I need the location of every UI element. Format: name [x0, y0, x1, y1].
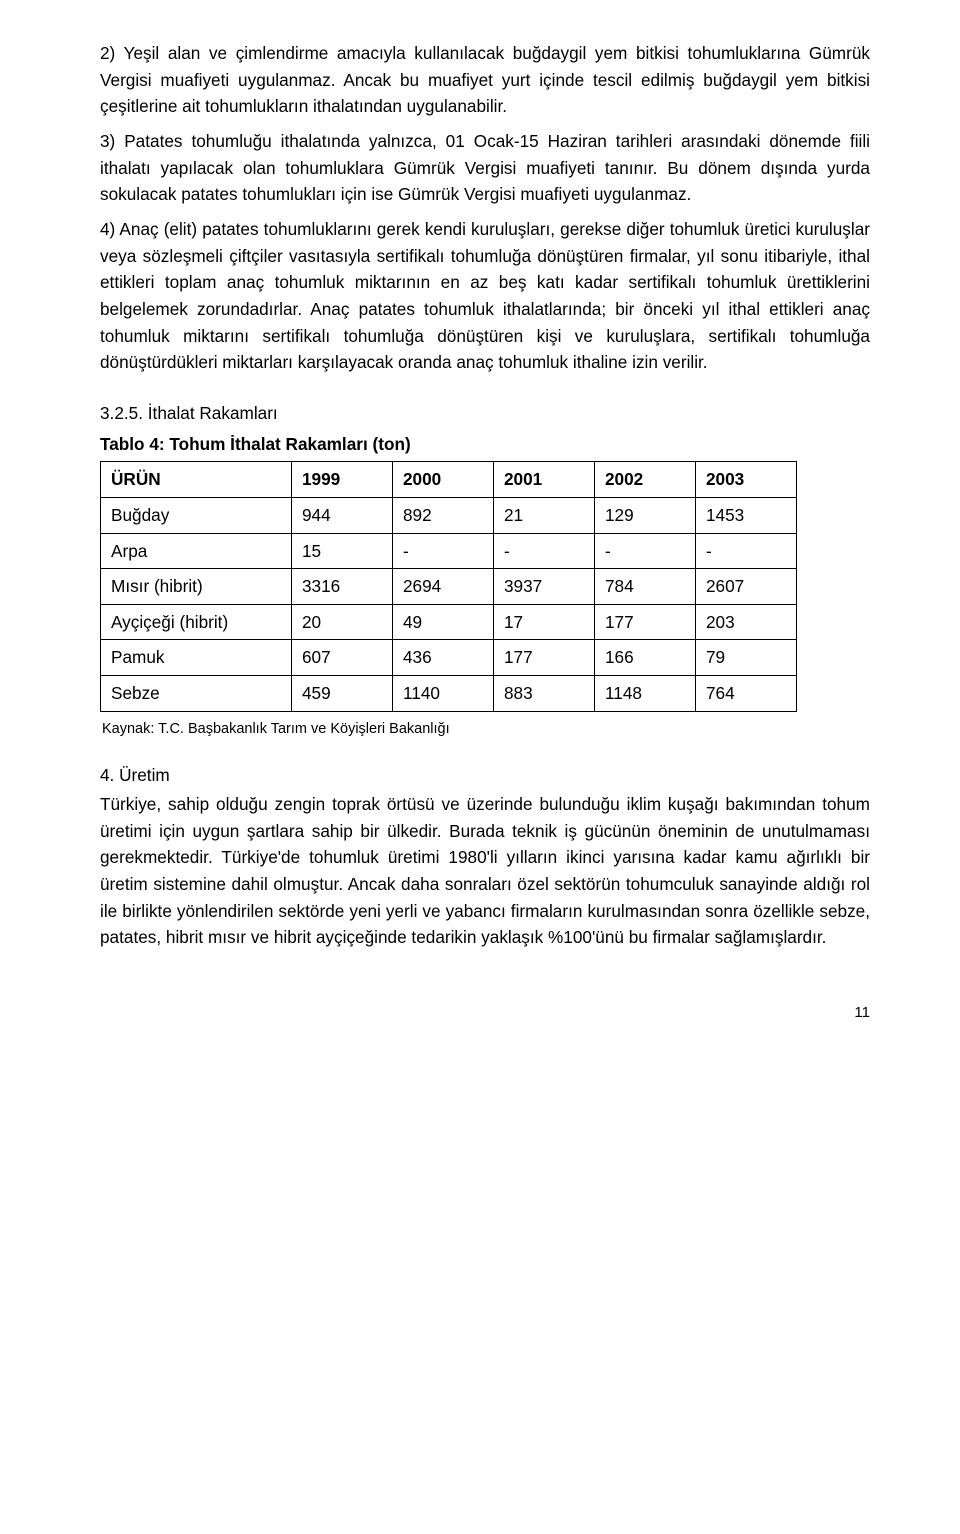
- section-3-2-5-heading: 3.2.5. İthalat Rakamları: [100, 400, 870, 427]
- table-cell: Mısır (hibrit): [101, 569, 292, 605]
- table-cell: 17: [494, 604, 595, 640]
- table-cell: 20: [292, 604, 393, 640]
- table-cell: 459: [292, 676, 393, 712]
- table-cell: 944: [292, 497, 393, 533]
- table-cell: 15: [292, 533, 393, 569]
- table-cell: -: [696, 533, 797, 569]
- table-cell: 1148: [595, 676, 696, 712]
- table-cell: -: [393, 533, 494, 569]
- table-row: Sebze 459 1140 883 1148 764: [101, 676, 797, 712]
- page-number: 11: [100, 1001, 870, 1024]
- paragraph-2: 2) Yeşil alan ve çimlendirme amacıyla ku…: [100, 40, 870, 120]
- table-header-cell: 2002: [595, 462, 696, 498]
- table-cell: 436: [393, 640, 494, 676]
- table-cell: Arpa: [101, 533, 292, 569]
- table-header-cell: ÜRÜN: [101, 462, 292, 498]
- paragraph-4: 4) Anaç (elit) patates tohumluklarını ge…: [100, 216, 870, 376]
- table-cell: Ayçiçeği (hibrit): [101, 604, 292, 640]
- table-cell: 129: [595, 497, 696, 533]
- table-header-cell: 2003: [696, 462, 797, 498]
- table-cell: -: [494, 533, 595, 569]
- table-cell: 79: [696, 640, 797, 676]
- table-row: Ayçiçeği (hibrit) 20 49 17 177 203: [101, 604, 797, 640]
- table-cell: 784: [595, 569, 696, 605]
- table-cell: 21: [494, 497, 595, 533]
- table-cell: 166: [595, 640, 696, 676]
- table-row: Buğday 944 892 21 129 1453: [101, 497, 797, 533]
- table-4: ÜRÜN 1999 2000 2001 2002 2003 Buğday 944…: [100, 461, 797, 712]
- table-cell: 892: [393, 497, 494, 533]
- table-cell: 2694: [393, 569, 494, 605]
- table-cell: Pamuk: [101, 640, 292, 676]
- table-header-cell: 1999: [292, 462, 393, 498]
- table-cell: 203: [696, 604, 797, 640]
- section-4-paragraph: Türkiye, sahip olduğu zengin toprak örtü…: [100, 791, 870, 951]
- table-cell: 3316: [292, 569, 393, 605]
- table-row: Mısır (hibrit) 3316 2694 3937 784 2607: [101, 569, 797, 605]
- table-header-cell: 2000: [393, 462, 494, 498]
- section-4-heading: 4. Üretim: [100, 762, 870, 789]
- table-cell: 883: [494, 676, 595, 712]
- table-source: Kaynak: T.C. Başbakanlık Tarım ve Köyişl…: [102, 718, 870, 740]
- table-cell: 3937: [494, 569, 595, 605]
- table-cell: 177: [494, 640, 595, 676]
- table-cell: 2607: [696, 569, 797, 605]
- table-cell: 49: [393, 604, 494, 640]
- table-header-cell: 2001: [494, 462, 595, 498]
- paragraph-3: 3) Patates tohumluğu ithalatında yalnızc…: [100, 128, 870, 208]
- table-cell: Buğday: [101, 497, 292, 533]
- table-row: Pamuk 607 436 177 166 79: [101, 640, 797, 676]
- table-cell: Sebze: [101, 676, 292, 712]
- table-row: Arpa 15 - - - -: [101, 533, 797, 569]
- table-cell: 607: [292, 640, 393, 676]
- table-cell: 1140: [393, 676, 494, 712]
- table-cell: -: [595, 533, 696, 569]
- table-cell: 177: [595, 604, 696, 640]
- table-cell: 764: [696, 676, 797, 712]
- table-cell: 1453: [696, 497, 797, 533]
- table-header-row: ÜRÜN 1999 2000 2001 2002 2003: [101, 462, 797, 498]
- table-4-title: Tablo 4: Tohum İthalat Rakamları (ton): [100, 431, 870, 458]
